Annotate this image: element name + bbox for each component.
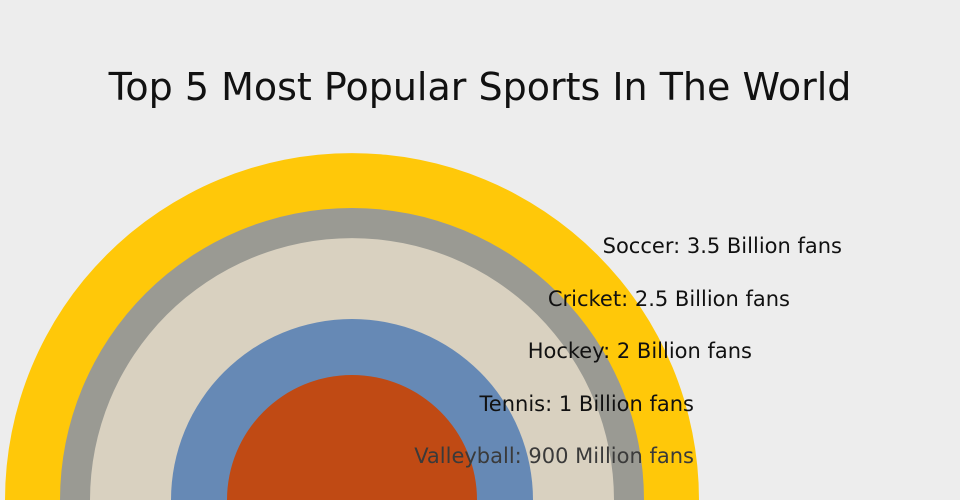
labels-group: Soccer: 3.5 Billion fans Cricket: 2.5 Bil… [414, 234, 842, 468]
label-valleyball: Valleyball: 900 Million fans [414, 444, 694, 468]
ring-valleyball [227, 375, 477, 500]
chart-title: Top 5 Most Popular Sports In The World [108, 65, 852, 109]
label-cricket: Cricket: 2.5 Billion fans [548, 287, 790, 311]
label-tennis: Tennis: 1 Billion fans [479, 392, 694, 416]
label-soccer: Soccer: 3.5 Billion fans [603, 234, 842, 258]
label-hockey: Hockey: 2 Billion fans [528, 339, 752, 363]
rings-group [5, 153, 699, 500]
